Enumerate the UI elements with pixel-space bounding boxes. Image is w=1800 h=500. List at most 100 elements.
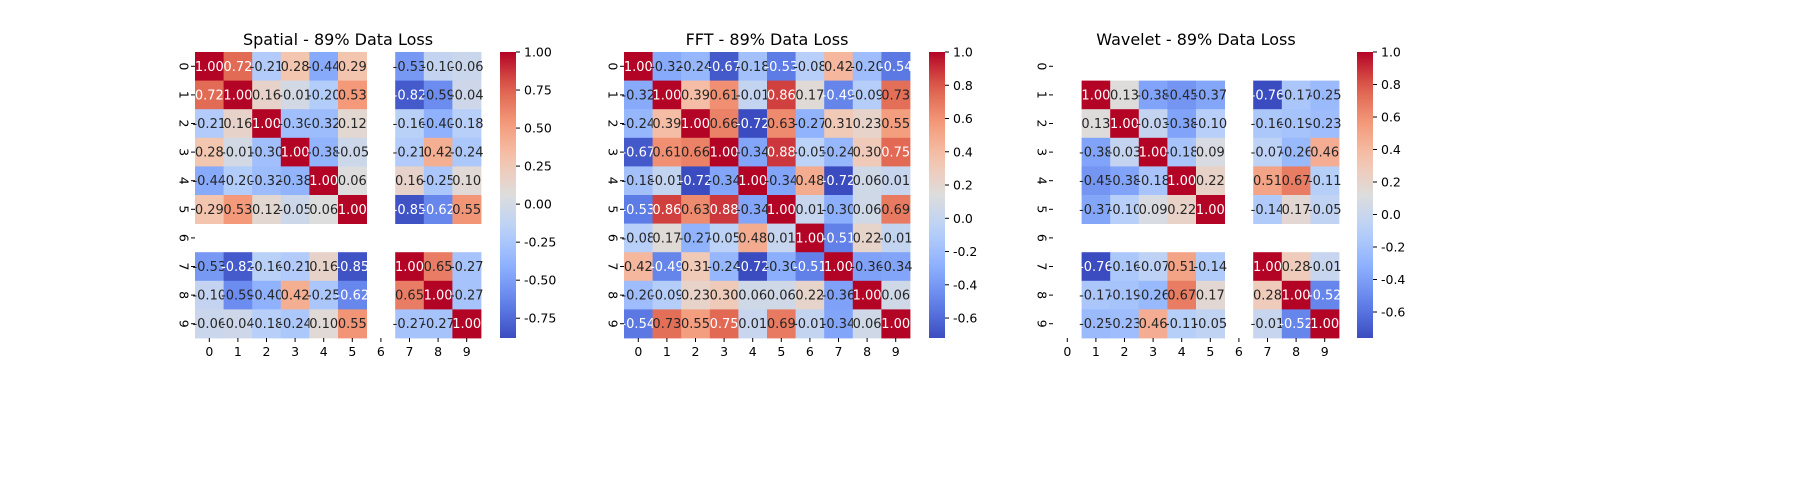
cell-annotation: -0.26 [1136, 289, 1170, 304]
cell-annotation: 0.01 [881, 174, 910, 189]
x-tick-label: 1 [1092, 344, 1100, 359]
heatmap-cell [452, 80, 482, 110]
cell-annotation: 0.06 [338, 174, 367, 189]
cell-annotation: -0.54 [621, 317, 655, 332]
colorbar-tick-label: -0.4 [1381, 272, 1405, 287]
cell-annotation: 0.73 [652, 317, 681, 332]
heatmap-cell [1196, 252, 1225, 282]
heatmap-cell [852, 52, 882, 81]
heatmap-cell [252, 109, 282, 139]
cell-annotation: 1.00 [853, 289, 882, 304]
heatmap-cell [795, 109, 825, 139]
cell-annotation: -0.34 [736, 203, 770, 218]
x-tick-label: 6 [806, 344, 814, 359]
cell-annotation: -0.18 [1165, 146, 1199, 161]
heatmap-cell [652, 80, 682, 110]
cell-annotation: 0.31 [681, 260, 710, 275]
cell-annotation: -0.09 [650, 289, 684, 304]
heatmap-cell [652, 52, 682, 81]
heatmap-cell [767, 252, 796, 282]
colorbar-tick-label: 0.2 [1381, 175, 1401, 190]
cell-annotation: -0.05 [1193, 317, 1227, 332]
heatmap-cell [1281, 109, 1311, 139]
heatmap-cell [1110, 109, 1140, 139]
heatmap-cell [795, 252, 825, 282]
cell-annotation: -0.85 [393, 203, 427, 218]
cell-annotation: 1.00 [1310, 317, 1339, 332]
cell-annotation: -0.05 [707, 231, 741, 246]
cell-annotation: 0.01 [767, 231, 796, 246]
cell-annotation: -0.09 [850, 88, 884, 103]
cell-annotation: -0.27 [450, 260, 484, 275]
y-tick-label: 9 [1035, 320, 1050, 328]
x-tick-label: 8 [863, 344, 871, 359]
heatmap-cell [1253, 109, 1283, 139]
heatmap-cell [1253, 280, 1283, 310]
cell-annotation: -0.23 [1108, 317, 1142, 332]
heatmap-cell [423, 80, 453, 110]
cell-annotation: 1.00 [424, 289, 453, 304]
cell-annotation: -0.11 [1308, 174, 1342, 189]
cell-annotation: -0.40 [250, 289, 284, 304]
cell-annotation: 0.06 [738, 289, 767, 304]
cell-annotation: 0.10 [452, 174, 481, 189]
heatmap-cell [338, 137, 367, 167]
heatmap-cell [1081, 80, 1111, 110]
cell-annotation: 0.06 [853, 317, 882, 332]
x-tick-label: 3 [720, 344, 728, 359]
y-tick-label: 2 [177, 120, 192, 128]
cell-annotation: 0.67 [1282, 174, 1311, 189]
cell-annotation: -0.67 [621, 146, 655, 161]
heatmap-cell [881, 80, 911, 110]
heatmap-cell [1138, 166, 1168, 196]
heatmap-cell [709, 280, 739, 310]
cell-annotation: 1.00 [1110, 117, 1139, 132]
cell-annotation: -0.06 [450, 60, 484, 75]
heatmap-cell [652, 195, 682, 224]
cell-annotation: -0.34 [822, 317, 856, 332]
cell-annotation: -0.82 [221, 260, 255, 275]
y-tick-label: 6 [606, 234, 621, 242]
heatmap-cell [681, 195, 711, 224]
heatmap-cell [1253, 195, 1283, 224]
cell-annotation: -0.17 [1079, 289, 1113, 304]
cell-annotation: -0.24 [450, 146, 484, 161]
heatmap-cell [1310, 166, 1340, 196]
heatmap-cell [824, 109, 854, 139]
heatmap-cell [1110, 252, 1140, 282]
cell-annotation: 0.46 [1139, 317, 1168, 332]
heatmap-cell [223, 166, 253, 196]
colorbar-tick-label: 0.4 [953, 144, 973, 159]
heatmap-cell [252, 252, 282, 282]
cell-annotation: -0.14 [1193, 260, 1227, 275]
cell-annotation: 0.16 [252, 88, 281, 103]
cell-annotation: 0.53 [338, 88, 367, 103]
heatmap-cell [338, 309, 367, 339]
x-tick-label: 7 [835, 344, 843, 359]
y-tick-label: 7 [177, 263, 192, 271]
cell-annotation: -0.27 [421, 317, 455, 332]
cell-annotation: 0.72 [195, 88, 224, 103]
heatmap-cell [767, 52, 796, 81]
cell-annotation: -0.18 [736, 60, 770, 75]
colorbar-tick-label: -0.25 [524, 235, 556, 250]
cell-annotation: -0.01 [278, 88, 312, 103]
heatmap-cell [881, 137, 911, 167]
colorbar-tick-label: 1.0 [953, 45, 973, 60]
heatmap-cell [395, 109, 425, 139]
heatmap-cell [652, 166, 682, 196]
heatmap-cell [852, 137, 882, 167]
y-tick-label: 6 [177, 234, 192, 242]
cell-annotation: -0.24 [278, 317, 312, 332]
heatmap-cell [280, 166, 310, 196]
heatmap-cell [738, 109, 768, 139]
y-tick-label: 5 [177, 205, 192, 213]
heatmap-cell [709, 309, 739, 339]
cell-annotation: 0.55 [881, 117, 910, 132]
cell-annotation: 1.00 [767, 203, 796, 218]
cell-annotation: -0.38 [1079, 146, 1113, 161]
heatmap-cell [795, 280, 825, 310]
cell-annotation: -0.21 [278, 260, 312, 275]
cell-annotation: -0.24 [707, 260, 741, 275]
x-tick-label: 0 [634, 344, 642, 359]
